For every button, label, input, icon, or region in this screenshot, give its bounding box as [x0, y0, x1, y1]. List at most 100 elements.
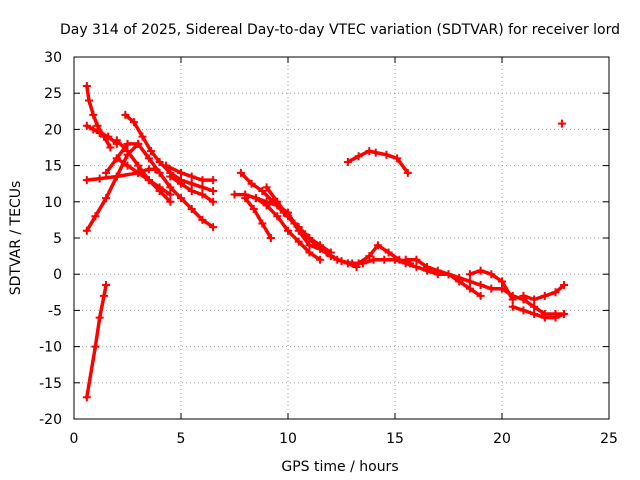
- data-point: [382, 150, 391, 159]
- data-point: [102, 281, 111, 290]
- data-point: [354, 259, 363, 268]
- data-point: [465, 284, 474, 293]
- chart-title: Day 314 of 2025, Sidereal Day-to-day VTE…: [60, 22, 620, 38]
- data-point: [530, 302, 539, 311]
- data-point: [112, 172, 121, 181]
- data-point: [99, 291, 108, 300]
- data-point: [305, 248, 314, 257]
- series-track-9: [123, 113, 215, 193]
- data-point: [247, 179, 256, 188]
- data-point: [433, 266, 442, 275]
- data-point: [343, 259, 352, 268]
- data-point: [560, 310, 569, 319]
- data-point: [530, 310, 539, 319]
- data-point: [82, 393, 91, 402]
- data-point: [144, 176, 153, 185]
- data-point: [93, 121, 102, 130]
- data-point: [95, 174, 104, 183]
- series-track-7: [115, 138, 173, 204]
- series-track-17: [346, 149, 410, 175]
- data-point: [262, 183, 271, 192]
- data-point: [209, 223, 218, 232]
- data-point: [540, 291, 549, 300]
- data-point: [519, 306, 528, 315]
- data-point: [102, 194, 111, 203]
- data-point: [106, 143, 115, 152]
- data-point: [540, 313, 549, 322]
- data-point: [249, 205, 258, 214]
- data-point: [530, 295, 539, 304]
- data-point: [316, 255, 325, 264]
- data-point: [380, 255, 389, 264]
- data-point: [465, 277, 474, 286]
- data-point: [384, 248, 393, 257]
- data-point: [551, 313, 560, 322]
- y-tick-label: 10: [44, 195, 62, 211]
- data-point: [144, 154, 153, 163]
- data-point: [230, 190, 239, 199]
- axes: 0 5 10 15 20 25 -20 -15 -10 -5 0 5 10 15 20 25 30: [39, 50, 618, 447]
- data-series: [82, 81, 569, 402]
- data-point: [455, 277, 464, 286]
- data-point: [519, 291, 528, 300]
- data-point: [326, 248, 335, 257]
- data-point: [91, 212, 100, 221]
- data-point: [423, 262, 432, 271]
- data-point: [102, 168, 111, 177]
- data-point: [365, 147, 374, 156]
- series-track-8: [115, 156, 173, 197]
- data-point: [123, 161, 132, 170]
- data-point: [262, 201, 271, 210]
- data-point: [177, 179, 185, 188]
- data-point: [354, 152, 363, 161]
- data-point: [89, 110, 98, 119]
- data-point: [273, 197, 282, 206]
- series-track-14: [243, 196, 273, 240]
- data-point: [284, 226, 292, 235]
- y-tick-label: 15: [44, 159, 62, 175]
- data-point: [476, 266, 485, 275]
- data-point: [316, 241, 325, 250]
- x-tick-label: 0: [70, 431, 79, 447]
- data-point: [134, 139, 143, 148]
- series-track-19: [403, 257, 483, 298]
- data-point: [560, 281, 569, 290]
- data-point: [333, 255, 342, 264]
- x-tick-label: 10: [279, 431, 297, 447]
- data-point: [412, 262, 421, 271]
- x-axis-label: GPS time / hours: [281, 459, 398, 475]
- x-tick-label: 5: [177, 431, 186, 447]
- data-point: [187, 172, 196, 181]
- data-point: [258, 219, 267, 228]
- data-point: [393, 154, 402, 163]
- y-tick-label: -20: [39, 412, 62, 428]
- data-point: [373, 241, 382, 250]
- data-point: [305, 234, 314, 242]
- y-tick-label: 25: [44, 86, 62, 102]
- data-point: [294, 237, 303, 246]
- data-point: [138, 132, 147, 141]
- data-point: [557, 119, 566, 128]
- data-point: [266, 234, 275, 242]
- data-point: [84, 96, 93, 105]
- data-point: [166, 183, 175, 192]
- data-point: [177, 194, 185, 203]
- data-point: [91, 342, 100, 351]
- data-point: [236, 168, 245, 177]
- grid: [74, 57, 609, 419]
- series-track-2: [85, 84, 113, 150]
- data-point: [166, 172, 175, 181]
- data-point: [401, 255, 410, 264]
- data-point: [89, 125, 98, 134]
- data-point: [155, 183, 164, 192]
- data-point: [412, 255, 421, 264]
- data-point: [251, 194, 260, 203]
- data-point: [369, 255, 378, 264]
- data-point: [476, 291, 485, 300]
- data-point: [371, 148, 380, 157]
- data-point: [476, 281, 485, 290]
- data-point: [82, 226, 91, 235]
- data-point: [403, 168, 412, 177]
- data-point: [166, 190, 175, 199]
- data-point: [198, 183, 207, 192]
